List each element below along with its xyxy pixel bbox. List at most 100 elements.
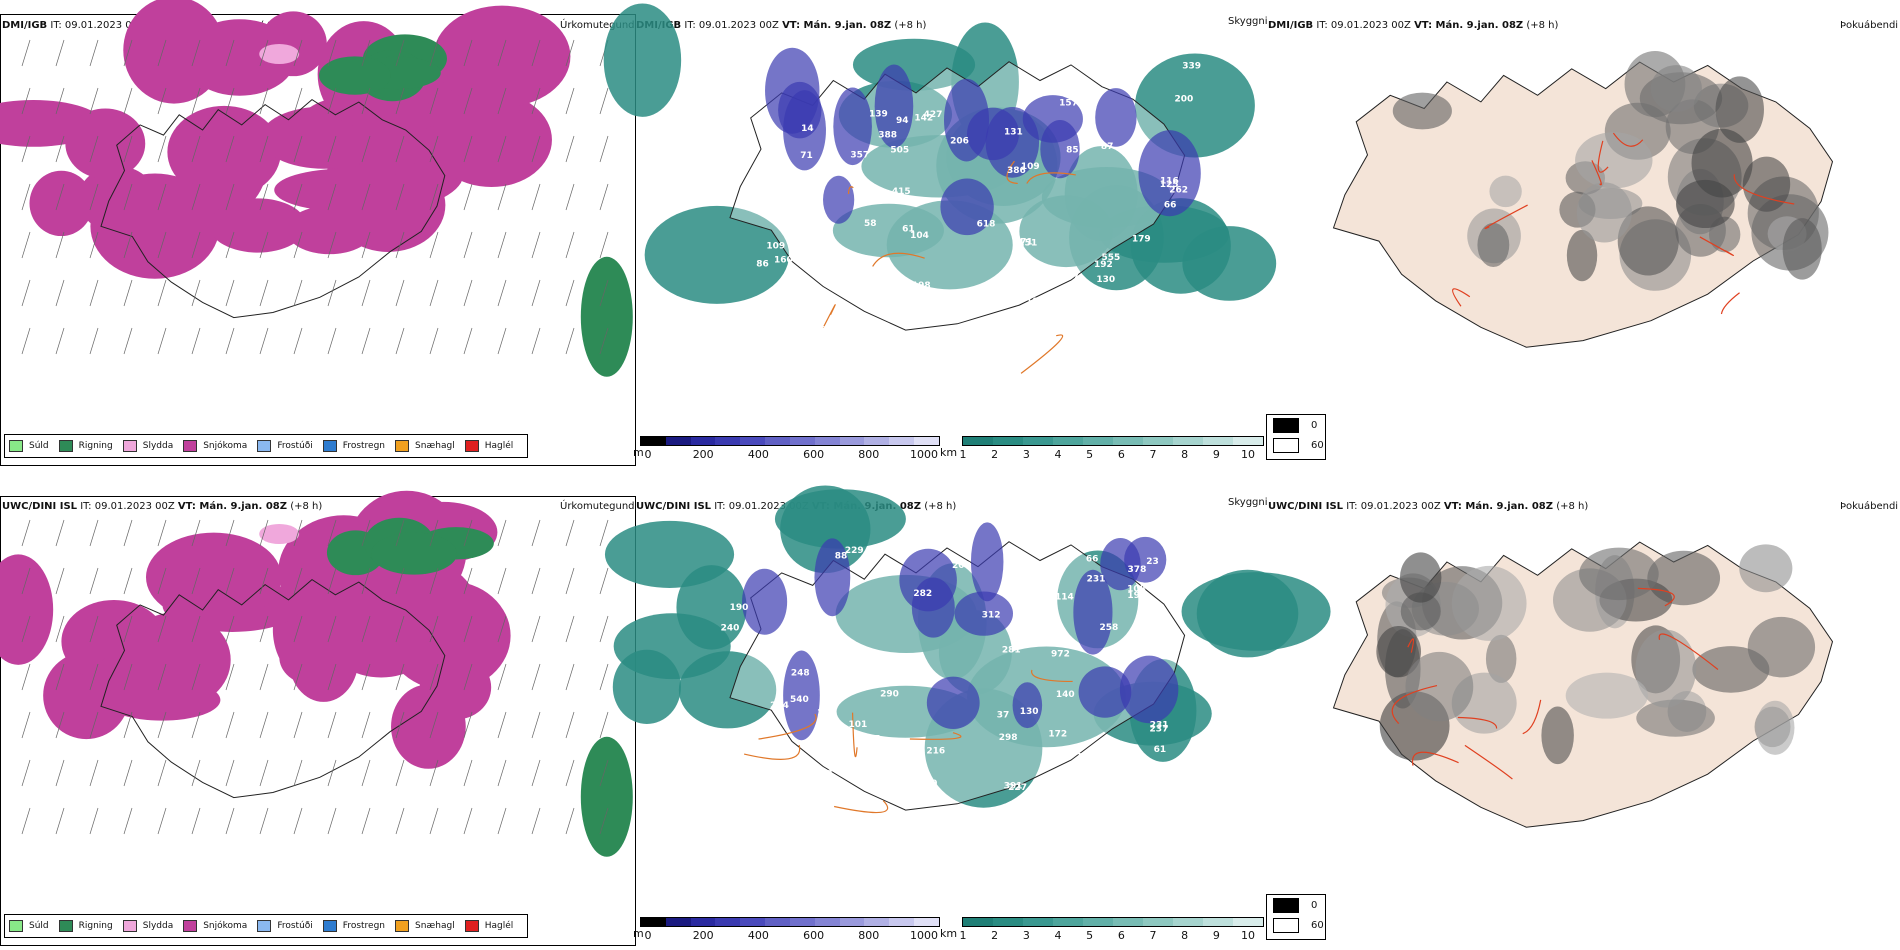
wind-barb <box>361 39 371 67</box>
scale-tick-label: 1000 <box>910 448 938 461</box>
snow-area <box>145 532 282 622</box>
ceiling-value-label: 109 <box>1005 815 1024 825</box>
wind-barb <box>191 87 201 115</box>
wind-barb <box>531 39 541 67</box>
wind-barb <box>191 279 201 307</box>
snow-area <box>103 679 221 721</box>
scale-tick-label: 3 <box>1022 448 1030 461</box>
wind-barb <box>191 183 201 211</box>
legend-swatch <box>395 440 410 452</box>
fog-index-area <box>1392 92 1452 130</box>
ceiling-value-label: 42 <box>1071 84 1084 94</box>
wind-barb <box>565 807 575 835</box>
ceiling-value-label: 540 <box>790 695 809 705</box>
wind-barb <box>55 279 65 307</box>
wind-barb <box>191 519 201 547</box>
ceiling-value-label: 66 <box>1164 200 1177 210</box>
wind-barb <box>293 759 303 787</box>
wind-barb <box>293 87 303 115</box>
low-ceiling-area <box>940 178 994 236</box>
wind-barb <box>259 711 269 739</box>
wind-barb <box>89 567 99 595</box>
wind-barb <box>565 759 575 787</box>
low-ceiling-area <box>783 650 820 741</box>
ceiling-value-label: 299 <box>1005 586 1024 596</box>
precip-panel-row1 <box>0 14 636 466</box>
wind-barb <box>565 567 575 595</box>
wind-barb <box>429 759 439 787</box>
wind-barb <box>157 711 167 739</box>
wind-barb <box>225 663 235 691</box>
wind-barb <box>225 615 235 643</box>
wind-barb <box>531 519 541 547</box>
road <box>822 304 836 328</box>
scale-color-step <box>889 918 915 926</box>
wind-barb <box>157 615 167 643</box>
snow-area <box>288 615 359 702</box>
fog-index-area <box>1566 229 1598 282</box>
ceiling-value-label: 140 <box>1056 690 1075 700</box>
low-ceiling-area <box>1100 537 1141 591</box>
legend-label: Snæhagl <box>415 441 455 451</box>
wind-barb <box>599 87 609 115</box>
scale-tick-label: 1000 <box>910 929 938 942</box>
ceiling-value-label: 139 <box>869 109 888 119</box>
scale-tick-label: 8 <box>1181 929 1189 942</box>
scale-color-step <box>1023 437 1053 445</box>
scale-tick-label: 8 <box>1181 448 1189 461</box>
legend-label: Frostregn <box>342 441 386 451</box>
row1-cloud-title: Þokuábendi <box>1840 20 1899 31</box>
wind-barb <box>89 711 99 739</box>
wind-barb <box>89 327 99 355</box>
legend-label: Súld <box>29 921 49 931</box>
scale-color-step <box>814 918 840 926</box>
low-ceiling-area <box>1138 130 1201 217</box>
precip-legend-item: Rigning <box>58 920 113 932</box>
precip-legend-item: Snæhagl <box>395 440 455 452</box>
wind-barb <box>497 615 507 643</box>
fog-index-area <box>1579 547 1659 601</box>
legend-swatch <box>58 920 73 932</box>
wind-barb <box>225 759 235 787</box>
wind-barb <box>293 663 303 691</box>
sleet-area <box>259 524 300 544</box>
ceiling-value-label: 187 <box>1061 271 1080 281</box>
wind-barb <box>531 135 541 163</box>
road <box>1407 638 1415 653</box>
ceiling-value-label: 282 <box>913 589 932 599</box>
precip-legend-item: Haglél <box>464 920 513 932</box>
wind-barb <box>531 711 541 739</box>
legend-swatch <box>9 920 23 932</box>
legend-label: Slydda <box>142 921 174 931</box>
fog-map-row2 <box>1332 541 1834 828</box>
wind-barb <box>429 567 439 595</box>
fog-black-swatch <box>1273 417 1299 433</box>
fog-index-area <box>1485 634 1517 683</box>
ceiling-value-label: 108 <box>859 654 878 664</box>
legend-swatch <box>257 920 272 932</box>
row2-vis-title: Skyggni <box>1228 497 1268 508</box>
wind-barb <box>123 231 133 259</box>
scale-tick-label: 4 <box>1054 448 1062 461</box>
legend-label: Snæhagl <box>415 921 455 931</box>
ceiling-value-label: 281 <box>1002 646 1021 656</box>
wind-barb <box>497 567 507 595</box>
wind-barb <box>89 231 99 259</box>
fog-index-area <box>1489 175 1522 208</box>
ceiling-value-label: 391 <box>1004 782 1023 792</box>
scale-color-step <box>963 437 993 445</box>
wind-barb <box>463 231 473 259</box>
ceiling-scale-row2 <box>640 917 940 943</box>
sleet-area <box>259 44 300 64</box>
ceiling-value-label: 190 <box>1076 752 1095 762</box>
ceiling-value-label: 312 <box>982 610 1001 620</box>
ceiling-value-label: 386 <box>1007 166 1026 176</box>
wind-barb <box>599 183 609 211</box>
wind-barb <box>157 39 167 67</box>
wind-barb <box>157 135 167 163</box>
wind-barb <box>395 39 405 67</box>
ceiling-value-label: 77 <box>1088 335 1101 345</box>
ceiling-value-label: 104 <box>910 231 929 241</box>
ceiling-value-label: 71 <box>763 329 776 339</box>
